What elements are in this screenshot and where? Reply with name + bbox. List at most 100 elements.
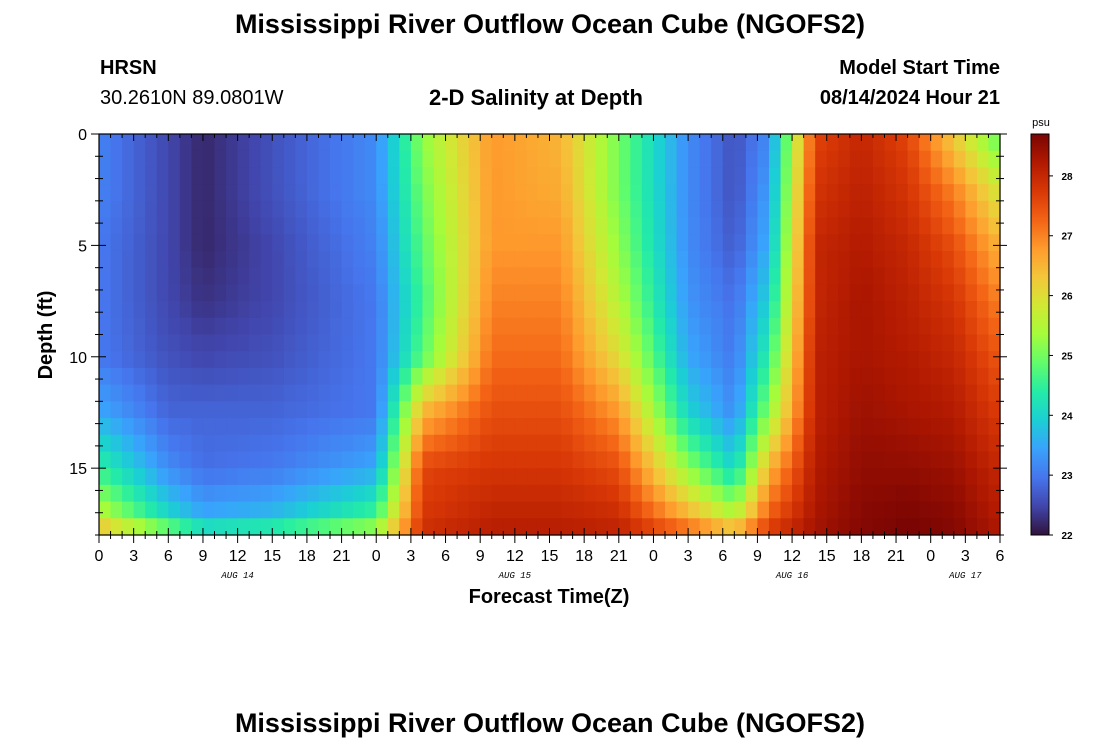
- heatmap-cell: [202, 267, 216, 285]
- heatmap-cell: [549, 301, 562, 319]
- heatmap-cell: [699, 518, 712, 536]
- heatmap-cell: [572, 250, 585, 269]
- heatmap-cell: [179, 184, 193, 202]
- heatmap-cell: [907, 518, 920, 536]
- heatmap-cell: [468, 334, 481, 352]
- heatmap-cell: [803, 200, 816, 219]
- heatmap-cell: [780, 167, 793, 185]
- heatmap-cell: [283, 468, 296, 486]
- heatmap-cell: [537, 250, 551, 269]
- heatmap-cell: [514, 468, 527, 486]
- heatmap-cell: [237, 367, 250, 386]
- heatmap-cell: [641, 401, 655, 419]
- heatmap-cell: [907, 234, 920, 252]
- heatmap-cell: [306, 134, 320, 152]
- heatmap-cell: [353, 384, 366, 402]
- heatmap-cell: [953, 434, 966, 453]
- heatmap-cell: [422, 267, 435, 285]
- heatmap-cell: [826, 217, 839, 235]
- heatmap-cell: [907, 301, 920, 319]
- heatmap-cell: [607, 451, 620, 469]
- heatmap-cell: [815, 351, 828, 369]
- heatmap-cell: [156, 384, 169, 402]
- heatmap-cell: [364, 367, 377, 386]
- heatmap-cell: [965, 384, 978, 402]
- heatmap-cell: [849, 317, 862, 336]
- heatmap-cell: [191, 167, 204, 185]
- heatmap-cell: [156, 501, 169, 519]
- heatmap-cell: [930, 334, 943, 352]
- heatmap-cell: [272, 334, 285, 352]
- heatmap-cell: [630, 301, 643, 319]
- heatmap-cell: [942, 484, 955, 503]
- heatmap-cell: [745, 267, 759, 285]
- x-axis-title: Forecast Time(Z): [469, 586, 630, 608]
- heatmap-cell: [896, 501, 909, 519]
- heatmap-cell: [572, 384, 585, 402]
- heatmap-cell: [537, 234, 551, 252]
- heatmap-cell: [526, 418, 539, 436]
- heatmap-cell: [757, 484, 770, 503]
- heatmap-cell: [919, 351, 932, 369]
- heatmap-cell: [457, 334, 470, 352]
- heatmap-cell: [653, 134, 666, 152]
- heatmap-cell: [618, 284, 631, 302]
- heatmap-cell: [780, 301, 793, 319]
- heatmap-cell: [387, 217, 400, 235]
- heatmap-cell: [237, 418, 250, 436]
- heatmap-cell: [757, 234, 770, 252]
- heatmap-cell: [826, 134, 839, 152]
- heatmap-cell: [237, 284, 250, 302]
- heatmap-cell: [341, 167, 354, 185]
- heatmap-cell: [653, 501, 666, 519]
- heatmap-cell: [607, 234, 620, 252]
- heatmap-cell: [468, 351, 481, 369]
- heatmap-cell: [953, 301, 966, 319]
- heatmap-cell: [526, 451, 539, 469]
- heatmap-cell: [422, 200, 435, 219]
- heatmap-cell: [537, 167, 551, 185]
- heatmap-cell: [99, 334, 112, 352]
- heatmap-cell: [364, 317, 377, 336]
- heatmap-cell: [965, 150, 978, 169]
- heatmap-cell: [734, 200, 747, 219]
- heatmap-cell: [503, 367, 516, 386]
- heatmap-cell: [699, 150, 712, 169]
- heatmap-cell: [526, 334, 539, 352]
- heatmap-cell: [457, 301, 470, 319]
- x-tick-label: 9: [753, 548, 762, 565]
- heatmap-cell: [283, 250, 296, 269]
- date-label: AUG 15: [498, 571, 532, 581]
- heatmap-cell: [387, 401, 400, 419]
- heatmap-cell: [641, 351, 655, 369]
- heatmap-cell: [272, 501, 285, 519]
- heatmap-cell: [191, 217, 204, 235]
- heatmap-cell: [630, 317, 643, 336]
- heatmap-cell: [376, 150, 389, 169]
- heatmap-cell: [572, 434, 585, 453]
- heatmap-cell: [976, 468, 990, 486]
- heatmap-cell: [179, 301, 193, 319]
- heatmap-cell: [988, 250, 1001, 269]
- heatmap-cell: [595, 418, 608, 436]
- heatmap-cell: [399, 468, 412, 486]
- heatmap-cell: [722, 134, 735, 152]
- heatmap-cell: [272, 184, 285, 202]
- heatmap-cell: [376, 250, 389, 269]
- heatmap-cell: [110, 200, 123, 219]
- heatmap-cell: [168, 468, 181, 486]
- heatmap-cell: [145, 284, 158, 302]
- heatmap-cell: [688, 267, 701, 285]
- heatmap-cell: [399, 418, 412, 436]
- heatmap-cell: [156, 150, 169, 169]
- heatmap-cell: [341, 434, 354, 453]
- heatmap-cell: [641, 134, 655, 152]
- heatmap-cell: [410, 401, 424, 419]
- heatmap-cell: [849, 351, 862, 369]
- heatmap-cell: [711, 501, 724, 519]
- heatmap-cell: [226, 501, 239, 519]
- heatmap-cell: [780, 468, 793, 486]
- heatmap-cell: [214, 167, 227, 185]
- chart-title: Mississippi River Outflow Ocean Cube (NG…: [234, 9, 866, 39]
- heatmap-cell: [353, 334, 366, 352]
